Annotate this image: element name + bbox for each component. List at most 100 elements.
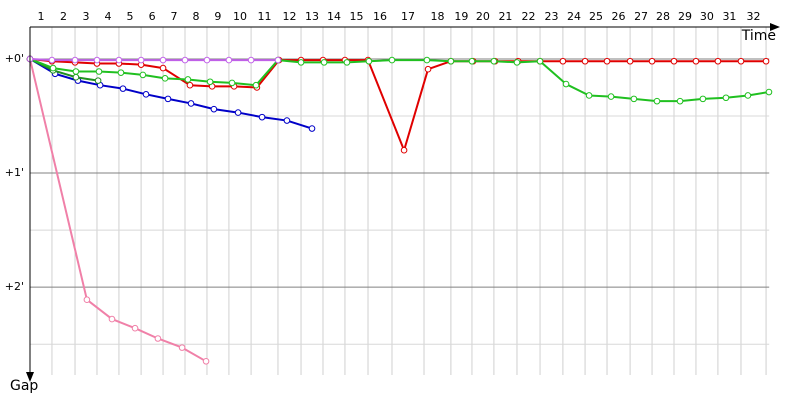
- lap-point: [424, 65, 432, 73]
- lap-point: [626, 57, 634, 65]
- lap-point: [161, 75, 169, 82]
- lap-point: [83, 296, 91, 303]
- lap-label: 24: [567, 10, 581, 23]
- lap-point: [108, 315, 116, 323]
- lap-point: [115, 56, 123, 64]
- lap-point: [159, 56, 167, 64]
- lap-point: [762, 57, 770, 65]
- lap-point: [117, 69, 125, 76]
- lap-point: [119, 85, 127, 92]
- lap-label: 19: [454, 10, 468, 23]
- lap-label: 23: [544, 10, 558, 23]
- lap-label: 20: [476, 10, 490, 23]
- lap-label: 15: [349, 10, 363, 23]
- lap-label: 3: [83, 10, 90, 23]
- gap-line: [29, 58, 207, 363]
- lap-point: [203, 56, 211, 64]
- lap-label: 25: [589, 10, 603, 23]
- lap-point: [159, 64, 167, 72]
- lap-point: [423, 56, 431, 64]
- lap-point: [676, 97, 684, 105]
- lap-point: [72, 73, 80, 81]
- lap-point: [49, 64, 57, 72]
- lap-point: [699, 95, 707, 103]
- lap-point: [274, 56, 282, 64]
- lap-label: 30: [700, 10, 714, 23]
- lap-label: 9: [214, 10, 221, 23]
- lap-point: [562, 80, 570, 88]
- lap-point: [653, 97, 661, 105]
- lap-label: 17: [401, 10, 415, 23]
- lap-point: [93, 56, 101, 64]
- lap-point: [142, 91, 150, 98]
- lap-point: [490, 57, 498, 65]
- lap-label: 4: [104, 10, 111, 23]
- x-axis-arrow: [770, 23, 780, 31]
- y-tick-label: +1': [5, 166, 24, 179]
- lap-point: [139, 71, 147, 79]
- lap-point: [186, 81, 194, 89]
- lap-point: [365, 57, 373, 65]
- lap-point: [630, 95, 638, 103]
- lap-point: [744, 92, 752, 99]
- lap-label: 29: [678, 10, 692, 23]
- lap-point: [181, 56, 189, 64]
- lap-point: [737, 57, 745, 65]
- lap-point: [308, 125, 316, 132]
- lap-point: [164, 95, 172, 103]
- lap-point: [648, 57, 656, 65]
- lap-point: [692, 57, 700, 65]
- gap-line: [29, 57, 767, 152]
- lap-point: [603, 57, 611, 65]
- lap-point: [95, 68, 103, 75]
- lap-point: [184, 76, 192, 83]
- lap-point: [670, 57, 678, 65]
- lap-point: [585, 92, 593, 99]
- lap-point: [447, 57, 455, 65]
- lap-point: [320, 59, 328, 66]
- lap-point: [400, 146, 408, 154]
- gap-line: [29, 57, 278, 62]
- lap-label: 31: [722, 10, 736, 23]
- lap-point: [206, 78, 214, 86]
- lap-point: [297, 59, 305, 66]
- lap-label: 26: [612, 10, 626, 23]
- lap-point: [71, 56, 79, 64]
- lap-point: [94, 77, 102, 84]
- lap-point: [468, 57, 476, 65]
- lap-label: 5: [127, 10, 134, 23]
- lap-label: 18: [430, 10, 444, 23]
- lap-label: 10: [233, 10, 247, 23]
- lap-label: 1: [37, 10, 44, 23]
- lap-point: [343, 59, 351, 66]
- lap-label: 21: [498, 10, 512, 23]
- lap-label: 12: [283, 10, 297, 23]
- lap-point: [252, 81, 260, 89]
- lap-point: [187, 100, 195, 107]
- lap-label: 7: [171, 10, 178, 23]
- lap-point: [714, 57, 722, 65]
- lap-point: [559, 57, 567, 65]
- lap-point: [72, 68, 80, 75]
- lap-point: [178, 344, 186, 351]
- x-axis-label: Time: [741, 28, 776, 44]
- y-axis-arrow: [26, 372, 34, 382]
- lap-label: 14: [327, 10, 341, 23]
- lap-label: 11: [258, 10, 272, 23]
- lap-point: [202, 358, 210, 365]
- lap-point: [607, 93, 615, 100]
- plot: [26, 55, 773, 365]
- lap-point: [154, 335, 162, 342]
- lap-point: [210, 105, 218, 113]
- lap-point: [234, 109, 242, 116]
- lap-point: [388, 56, 396, 64]
- lap-point: [247, 56, 255, 64]
- lap-point: [258, 113, 266, 121]
- lap-label: 8: [192, 10, 199, 23]
- y-axis-label: Gap: [10, 378, 38, 394]
- lap-point: [765, 88, 773, 96]
- lap-label: 32: [747, 10, 761, 23]
- lap-label: 16: [373, 10, 387, 23]
- grid: [30, 27, 770, 375]
